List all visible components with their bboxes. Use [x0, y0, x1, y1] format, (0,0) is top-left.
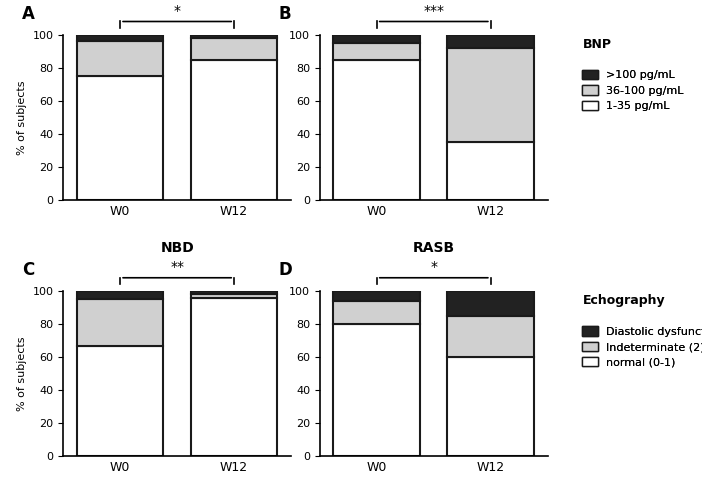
Y-axis label: % of subjects: % of subjects: [17, 80, 27, 155]
Legend: >100 pg/mL, 36-100 pg/mL, 1-35 pg/mL: >100 pg/mL, 36-100 pg/mL, 1-35 pg/mL: [582, 70, 684, 112]
Text: ***: ***: [423, 4, 444, 18]
Bar: [77, 76, 164, 200]
Bar: [447, 142, 534, 200]
Bar: [191, 38, 277, 60]
Bar: [333, 60, 420, 200]
Bar: [191, 294, 277, 298]
Text: *: *: [430, 260, 437, 274]
Text: NBD: NBD: [160, 241, 194, 254]
Bar: [77, 41, 164, 76]
Bar: [191, 60, 277, 200]
Bar: [191, 298, 277, 456]
Bar: [191, 35, 277, 38]
Bar: [77, 299, 164, 346]
Text: BNP: BNP: [583, 38, 611, 51]
Bar: [447, 357, 534, 456]
Text: B: B: [279, 5, 291, 23]
Bar: [447, 291, 534, 316]
Bar: [191, 291, 277, 294]
Text: *: *: [173, 4, 180, 18]
Legend: Diastolic dysfunction (3, Indeterminate (2), normal (0-1): Diastolic dysfunction (3, Indeterminate …: [582, 326, 702, 368]
Bar: [333, 43, 420, 60]
Bar: [77, 35, 164, 41]
Bar: [447, 316, 534, 357]
Bar: [333, 291, 420, 301]
Bar: [333, 35, 420, 43]
Bar: [447, 35, 534, 48]
Bar: [77, 291, 164, 299]
Text: Echography: Echography: [583, 294, 665, 308]
Bar: [333, 324, 420, 456]
Text: A: A: [22, 5, 35, 23]
Text: D: D: [279, 261, 293, 279]
Text: **: **: [170, 260, 184, 274]
Text: C: C: [22, 261, 34, 279]
Bar: [333, 301, 420, 324]
Y-axis label: % of subjects: % of subjects: [17, 336, 27, 411]
Bar: [447, 48, 534, 142]
Text: RASB: RASB: [413, 241, 455, 254]
Bar: [77, 346, 164, 456]
